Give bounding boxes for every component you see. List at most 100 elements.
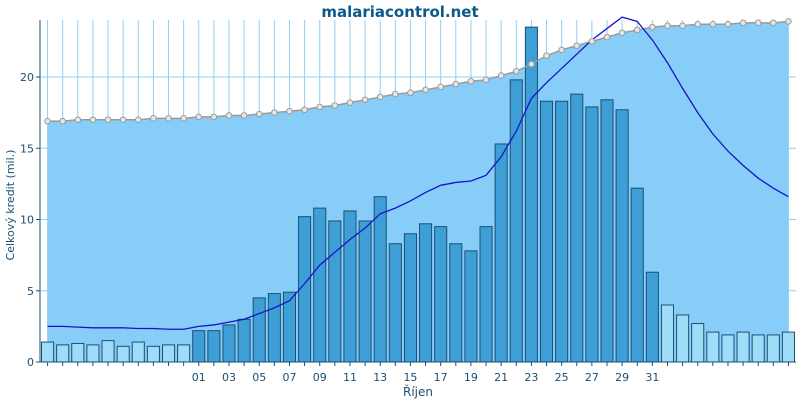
axes (36, 20, 796, 366)
total-marker (104, 116, 112, 124)
y-tick-label: 10 (20, 214, 34, 227)
total-marker (271, 109, 278, 116)
total-marker (754, 19, 762, 27)
bar (449, 243, 463, 363)
bar (207, 330, 221, 363)
bar (766, 334, 780, 363)
total-marker (739, 19, 747, 27)
total-marker (467, 77, 475, 85)
bar (691, 323, 705, 363)
total-marker (649, 23, 656, 31)
bar (116, 345, 130, 363)
x-tick-label: 21 (494, 371, 508, 384)
total-marker (664, 22, 671, 30)
bar (101, 340, 115, 363)
total-marker (331, 102, 339, 109)
x-tick-label: 05 (252, 371, 266, 384)
total-marker (255, 110, 263, 118)
bar (388, 243, 402, 363)
total-marker (376, 93, 384, 101)
bar (630, 187, 644, 363)
total-marker (59, 117, 66, 125)
average-line (47, 16, 789, 330)
bar (56, 344, 70, 363)
total-marker (422, 86, 429, 94)
total-marker (316, 103, 324, 111)
bar (706, 331, 720, 363)
bar (41, 341, 55, 363)
x-tick-label: 11 (343, 371, 357, 384)
total-area (47, 21, 789, 363)
total-marker (392, 90, 399, 98)
x-tick-label: 01 (192, 371, 206, 384)
total-marker (301, 106, 308, 114)
total-marker (240, 112, 248, 119)
y-axis-title: Celkový kredit (mil.) (4, 150, 17, 261)
bar (781, 331, 795, 363)
bar (252, 297, 266, 363)
x-tick-label: 19 (464, 371, 478, 384)
bar (373, 196, 387, 363)
bar (524, 26, 538, 363)
x-tick-label: 07 (282, 371, 296, 384)
bar (434, 226, 448, 363)
y-tick-label: 5 (27, 285, 34, 298)
total-marker (119, 116, 127, 124)
total-marker (633, 26, 641, 34)
total-marker (210, 113, 218, 121)
total-marker (497, 72, 505, 79)
total-marker (482, 76, 490, 84)
total-marker (603, 33, 611, 41)
x-tick-label: 25 (555, 371, 569, 384)
y-tick-label: 20 (20, 71, 34, 84)
bar (585, 106, 599, 363)
bar (161, 344, 176, 363)
bar (721, 334, 735, 363)
x-tick-label: 03 (222, 371, 236, 384)
total-marker (512, 68, 520, 75)
total-marker (588, 38, 596, 45)
bar (177, 344, 191, 363)
total-marker (44, 117, 51, 125)
bar (479, 226, 493, 363)
total-marker (407, 89, 414, 96)
total-marker (573, 42, 581, 49)
x-tick-label: 27 (585, 371, 599, 384)
bar (600, 99, 614, 363)
x-tick-label: 13 (373, 371, 387, 384)
bar (570, 93, 584, 363)
bar (71, 342, 85, 363)
bar (131, 341, 145, 363)
x-tick-label: 09 (313, 371, 327, 384)
total-marker (225, 112, 233, 119)
bar (222, 324, 236, 363)
total-marker (618, 29, 626, 37)
bar (146, 345, 160, 363)
bar (615, 109, 629, 363)
bar (751, 334, 765, 363)
bar (192, 330, 206, 363)
total-marker (724, 20, 732, 28)
total-marker (361, 96, 369, 104)
total-marker (195, 113, 203, 121)
bar (419, 223, 433, 363)
bar (343, 210, 357, 363)
bar (237, 318, 251, 363)
bar (736, 331, 750, 363)
total-marker (74, 116, 82, 124)
bar (676, 314, 690, 363)
bar (328, 220, 342, 363)
bar (660, 304, 675, 363)
bar (358, 220, 372, 363)
bar (645, 271, 659, 363)
total-marker (785, 18, 792, 25)
x-axis-title: Říjen (403, 384, 433, 399)
total-marker (528, 60, 535, 68)
y-tick-label: 15 (20, 142, 34, 155)
total-marker (89, 116, 97, 124)
total-marker (558, 46, 565, 54)
bar (267, 293, 281, 363)
chart-title: malariacontrol.net (321, 3, 478, 21)
total-marker (770, 19, 777, 27)
